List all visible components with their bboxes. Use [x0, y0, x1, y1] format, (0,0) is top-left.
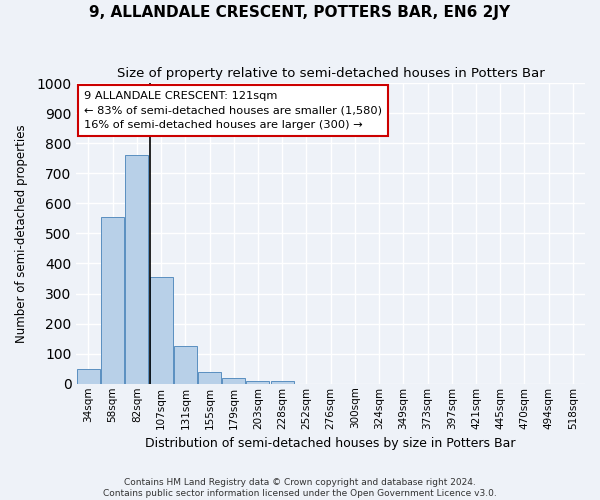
Bar: [149, 277, 173, 384]
Text: 9, ALLANDALE CRESCENT, POTTERS BAR, EN6 2JY: 9, ALLANDALE CRESCENT, POTTERS BAR, EN6 …: [89, 5, 511, 20]
Bar: [174, 346, 197, 384]
Title: Size of property relative to semi-detached houses in Potters Bar: Size of property relative to semi-detach…: [117, 68, 545, 80]
Bar: [101, 217, 124, 384]
Bar: [222, 378, 245, 384]
Bar: [125, 155, 148, 384]
Bar: [247, 381, 269, 384]
Bar: [271, 381, 294, 384]
Text: 9 ALLANDALE CRESCENT: 121sqm
← 83% of semi-detached houses are smaller (1,580)
1: 9 ALLANDALE CRESCENT: 121sqm ← 83% of se…: [84, 90, 382, 130]
Text: Contains HM Land Registry data © Crown copyright and database right 2024.
Contai: Contains HM Land Registry data © Crown c…: [103, 478, 497, 498]
Y-axis label: Number of semi-detached properties: Number of semi-detached properties: [15, 124, 28, 342]
X-axis label: Distribution of semi-detached houses by size in Potters Bar: Distribution of semi-detached houses by …: [145, 437, 516, 450]
Bar: [77, 368, 100, 384]
Bar: [198, 372, 221, 384]
